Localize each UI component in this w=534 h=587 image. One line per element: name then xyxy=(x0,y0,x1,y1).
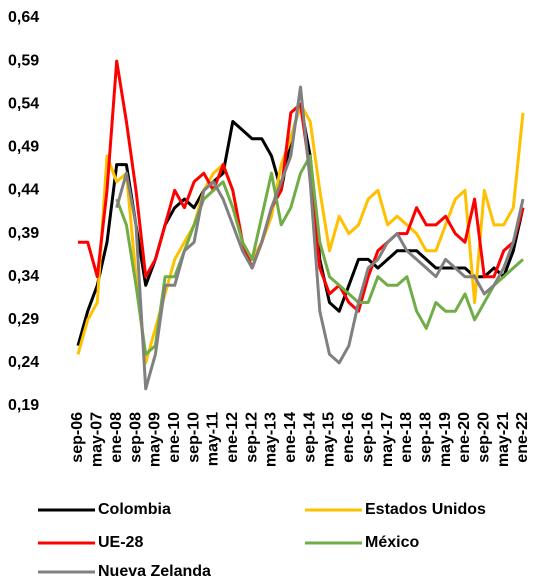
y-tick-label: 0,44 xyxy=(8,182,39,199)
x-tick-label: sep-08 xyxy=(127,412,144,463)
x-tick-label: ene-18 xyxy=(398,412,415,463)
x-tick-label: sep-14 xyxy=(301,412,318,463)
x-tick-label: sep-06 xyxy=(69,412,86,463)
x-tick-label: ene-20 xyxy=(456,412,473,463)
series-line xyxy=(78,59,525,313)
y-tick-label: 0,59 xyxy=(8,52,39,69)
y-tick-label: 0,64 xyxy=(8,9,39,26)
legend-label: México xyxy=(365,534,419,551)
y-tick-label: 0,19 xyxy=(8,397,39,414)
x-tick-label: sep-16 xyxy=(359,412,376,463)
x-tick-label: sep-12 xyxy=(243,412,260,463)
x-tick-label: ene-22 xyxy=(514,412,531,463)
x-tick-label: may-15 xyxy=(321,412,338,467)
x-tick-label: may-19 xyxy=(437,412,454,467)
x-tick-label: ene-08 xyxy=(108,412,125,463)
x-tick-label: may-21 xyxy=(495,412,512,467)
x-tick-label: ene-14 xyxy=(282,412,299,463)
x-tick-label: sep-10 xyxy=(185,412,202,463)
legend-label: Colombia xyxy=(98,501,171,518)
y-tick-label: 0,34 xyxy=(8,268,39,285)
legend-label: Nueva Zelanda xyxy=(98,563,211,580)
x-tick-label: sep-20 xyxy=(476,412,493,463)
y-tick-label: 0,29 xyxy=(8,311,39,328)
y-tick-label: 0,54 xyxy=(8,95,39,112)
x-tick-label: sep-18 xyxy=(417,412,434,463)
legend-label: Estados Unidos xyxy=(365,501,486,518)
x-tick-label: may-09 xyxy=(147,412,164,467)
y-tick-label: 0,24 xyxy=(8,354,39,371)
y-tick-label: 0,49 xyxy=(8,139,39,156)
series-line xyxy=(115,85,525,391)
x-tick-label: may-11 xyxy=(205,412,222,466)
x-tick-label: may-13 xyxy=(263,412,280,467)
x-tick-label: ene-12 xyxy=(224,412,241,463)
x-tick-label: ene-10 xyxy=(166,412,183,463)
legend-label: UE-28 xyxy=(98,534,143,551)
x-tick-label: may-17 xyxy=(379,412,396,467)
x-tick-label: may-07 xyxy=(89,412,106,467)
y-tick-label: 0,39 xyxy=(8,225,39,242)
x-tick-label: ene-16 xyxy=(340,412,357,463)
